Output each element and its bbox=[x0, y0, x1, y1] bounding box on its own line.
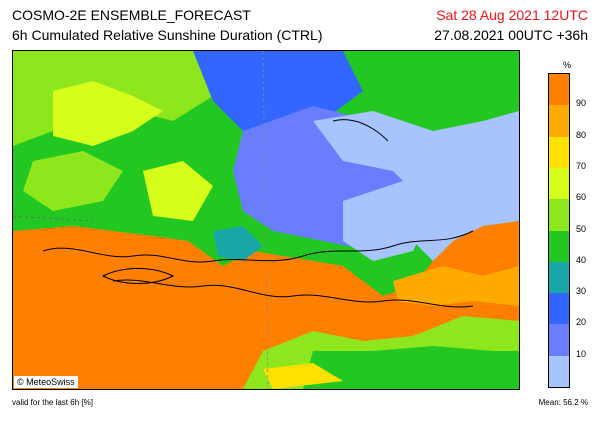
legend-swatch bbox=[549, 355, 569, 388]
forecast-map[interactable] bbox=[12, 50, 520, 390]
legend-label: 20 bbox=[576, 317, 587, 328]
border-line-south bbox=[112, 279, 474, 308]
valid-time: Sat 28 Aug 2021 12UTC bbox=[436, 7, 588, 23]
legend-swatch bbox=[549, 105, 569, 138]
legend-label: 90 bbox=[576, 98, 587, 109]
yellow-patch bbox=[143, 161, 213, 221]
legend-swatch bbox=[549, 199, 569, 231]
validity-note: valid for the last 6h [%] bbox=[12, 398, 93, 407]
legend-label: 80 bbox=[576, 129, 587, 140]
chart-subtitle: 6h Cumulated Relative Sunshine Duration … bbox=[12, 27, 323, 43]
legend-label: 40 bbox=[576, 254, 587, 265]
meridian-line bbox=[262, 51, 269, 389]
run-time: 27.08.2021 00UTC +36h bbox=[434, 27, 588, 43]
legend-label: 70 bbox=[576, 160, 587, 171]
legend-swatch bbox=[549, 136, 569, 169]
legend-unit: % bbox=[563, 60, 572, 70]
legend-label: 60 bbox=[576, 192, 587, 203]
teal-patch bbox=[213, 226, 263, 261]
copyright-label: © MeteoSwiss bbox=[14, 376, 78, 388]
mean-value: Mean: 56.2 % bbox=[538, 398, 588, 407]
legend-label: 30 bbox=[576, 286, 587, 297]
border-line-north bbox=[42, 230, 474, 263]
amber-band bbox=[393, 266, 519, 306]
light-green-patch bbox=[23, 151, 123, 211]
legend-swatch bbox=[549, 74, 569, 106]
legend-swatch bbox=[549, 167, 569, 200]
yellow-green-region bbox=[53, 81, 163, 146]
lake-constance bbox=[332, 119, 389, 142]
color-legend bbox=[548, 73, 570, 388]
chart-title: COSMO-2E ENSEMBLE_FORECAST bbox=[12, 7, 251, 23]
legend-swatch bbox=[549, 261, 569, 294]
legend-swatch bbox=[549, 230, 569, 263]
pale-blue-east bbox=[313, 111, 519, 261]
pale-blue-patch bbox=[343, 181, 433, 261]
legend-label: 10 bbox=[576, 348, 587, 359]
lake-geneva bbox=[101, 268, 175, 284]
south-dark-green bbox=[303, 346, 519, 389]
sunshine-field bbox=[13, 51, 519, 389]
south-yellow bbox=[263, 363, 343, 389]
legend-label: 50 bbox=[576, 223, 587, 234]
legend-swatch bbox=[549, 324, 569, 357]
legend-swatch bbox=[549, 293, 569, 325]
grid-line bbox=[13, 215, 94, 222]
